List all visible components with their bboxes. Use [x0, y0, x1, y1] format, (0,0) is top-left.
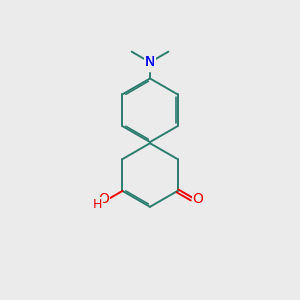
- Text: N: N: [145, 55, 155, 69]
- Text: N: N: [145, 55, 155, 69]
- Text: H: H: [93, 198, 102, 211]
- Text: O: O: [99, 192, 110, 206]
- Text: O: O: [193, 192, 203, 206]
